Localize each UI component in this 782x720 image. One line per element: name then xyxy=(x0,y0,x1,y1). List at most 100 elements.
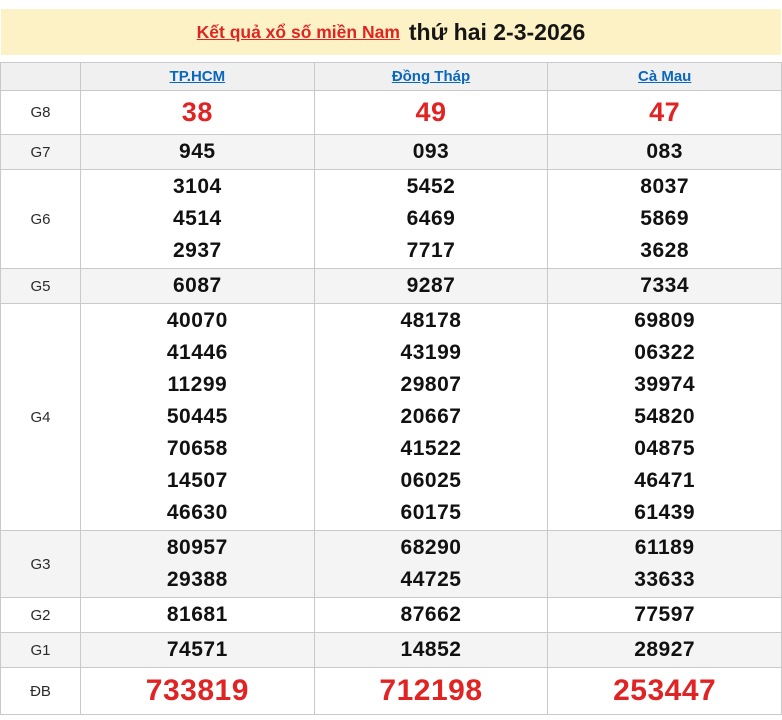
result-number: 48178 xyxy=(400,309,462,332)
prize-row-g6: G6 3104 4514 2937 5452 6469 7717 8037 5869 3628 xyxy=(0,169,782,269)
province-link-ca-mau[interactable]: Cà Mau xyxy=(637,68,692,85)
results-body: G8 38 49 47 G7 945 093 083 G6 3104 4514 2937 5452 646… xyxy=(0,90,782,715)
result-number: 28927 xyxy=(634,638,696,661)
prize-label-g5: G5 xyxy=(0,268,81,304)
result-number: 69809 xyxy=(634,309,696,332)
prize-label-g7: G7 xyxy=(0,134,81,170)
prize-row-db: ĐB 733819 712198 253447 xyxy=(0,667,782,715)
result-cell-db-ca-mau: 253447 xyxy=(547,667,782,715)
result-number: 8037 xyxy=(640,175,690,198)
result-number: 2937 xyxy=(172,239,222,262)
result-number: 9287 xyxy=(406,274,456,297)
result-number: 5452 xyxy=(406,175,456,198)
result-number: 80957 xyxy=(166,536,228,559)
prize-label-g4: G4 xyxy=(0,303,81,531)
result-cell-g2-ca-mau: 77597 xyxy=(547,597,782,633)
result-number: 04875 xyxy=(634,437,696,460)
result-cell-g3-ca-mau: 61189 33633 xyxy=(547,530,782,598)
corner-cell xyxy=(0,62,81,91)
result-number: 81681 xyxy=(166,603,228,626)
result-number: 44725 xyxy=(400,568,462,591)
result-number: 14507 xyxy=(166,469,228,492)
result-number: 46471 xyxy=(634,469,696,492)
prize-label-db: ĐB xyxy=(0,667,81,715)
result-number: 33633 xyxy=(634,568,696,591)
result-cell-g8-tphcm: 38 xyxy=(80,90,315,135)
result-number: 38 xyxy=(181,97,213,127)
result-number: 3628 xyxy=(640,239,690,262)
result-number: 14852 xyxy=(400,638,462,661)
result-number: 70658 xyxy=(166,437,228,460)
result-number: 5869 xyxy=(640,207,690,230)
result-number: 712198 xyxy=(379,674,483,707)
draw-date-text: thứ hai 2-3-2026 xyxy=(408,18,586,45)
result-cell-g1-dong-thap: 14852 xyxy=(313,632,549,668)
result-cell-g4-ca-mau: 69809 06322 39974 54820 04875 46471 61439 xyxy=(547,303,782,531)
result-number: 11299 xyxy=(167,373,228,396)
result-number: 253447 xyxy=(613,674,717,707)
result-number: 50445 xyxy=(166,405,228,428)
column-header-dong-thap: Đồng Tháp xyxy=(313,62,549,91)
result-number: 87662 xyxy=(400,603,462,626)
result-number: 41522 xyxy=(400,437,462,460)
result-cell-g8-dong-thap: 49 xyxy=(313,90,549,135)
result-number: 093 xyxy=(412,140,450,163)
result-number: 06322 xyxy=(634,341,696,364)
result-number: 29388 xyxy=(166,568,228,591)
result-cell-g5-tphcm: 6087 xyxy=(80,268,315,304)
result-number: 29807 xyxy=(400,373,462,396)
prize-label-g6: G6 xyxy=(0,169,81,269)
result-number: 6469 xyxy=(406,207,456,230)
result-number: 47 xyxy=(649,97,681,127)
column-header-ca-mau: Cà Mau xyxy=(547,62,782,91)
prize-label-g8: G8 xyxy=(0,90,81,135)
result-number: 61439 xyxy=(634,501,696,524)
result-number: 083 xyxy=(646,140,683,163)
result-number: 49 xyxy=(415,97,447,127)
result-number: 40070 xyxy=(166,309,228,332)
result-cell-g6-ca-mau: 8037 5869 3628 xyxy=(547,169,782,269)
result-cell-g6-dong-thap: 5452 6469 7717 xyxy=(313,169,549,269)
result-number: 6087 xyxy=(172,274,222,297)
result-number: 43199 xyxy=(400,341,462,364)
result-number: 60175 xyxy=(400,501,462,524)
prize-label-g1: G1 xyxy=(0,632,81,668)
result-cell-g2-tphcm: 81681 xyxy=(80,597,315,633)
prize-row-g3: G3 80957 29388 68290 44725 61189 33633 xyxy=(0,530,782,598)
result-number: 20667 xyxy=(400,405,462,428)
result-number: 46630 xyxy=(166,501,228,524)
result-number: 7334 xyxy=(640,274,690,297)
lottery-results-table: TP.HCM Đồng Tháp Cà Mau G8 38 49 47 G7 945 093… xyxy=(0,62,782,715)
lottery-region-title-link[interactable]: Kết quả xổ số miền Nam xyxy=(196,21,400,42)
result-cell-g1-tphcm: 74571 xyxy=(80,632,315,668)
prize-row-g7: G7 945 093 083 xyxy=(0,134,782,170)
column-header-tphcm: TP.HCM xyxy=(80,62,315,91)
province-link-tphcm[interactable]: TP.HCM xyxy=(169,68,226,85)
result-number: 61189 xyxy=(634,536,695,559)
table-header-row: TP.HCM Đồng Tháp Cà Mau xyxy=(0,62,782,91)
prize-row-g1: G1 74571 14852 28927 xyxy=(0,632,782,668)
prize-row-g8: G8 38 49 47 xyxy=(0,90,782,135)
result-number: 77597 xyxy=(634,603,696,626)
result-cell-db-tphcm: 733819 xyxy=(80,667,315,715)
prize-row-g2: G2 81681 87662 77597 xyxy=(0,597,782,633)
province-link-dong-thap[interactable]: Đồng Tháp xyxy=(391,68,471,85)
result-cell-g6-tphcm: 3104 4514 2937 xyxy=(80,169,315,269)
prize-row-g5: G5 6087 9287 7334 xyxy=(0,268,782,304)
result-number: 54820 xyxy=(634,405,696,428)
result-cell-g1-ca-mau: 28927 xyxy=(547,632,782,668)
result-cell-g4-dong-thap: 48178 43199 29807 20667 41522 06025 60175 xyxy=(313,303,549,531)
result-number: 68290 xyxy=(400,536,462,559)
result-cell-g4-tphcm: 40070 41446 11299 50445 70658 14507 46630 xyxy=(80,303,315,531)
result-cell-g8-ca-mau: 47 xyxy=(547,90,782,135)
result-number: 41446 xyxy=(166,341,228,364)
result-number: 3104 xyxy=(172,175,222,198)
result-cell-g7-tphcm: 945 xyxy=(80,134,315,170)
page-title-banner: Kết quả xổ số miền Nam thứ hai 2-3-2026 xyxy=(1,9,781,55)
result-cell-g5-dong-thap: 9287 xyxy=(313,268,549,304)
result-number: 945 xyxy=(179,140,216,163)
result-number: 74571 xyxy=(166,638,228,661)
prize-label-g2: G2 xyxy=(0,597,81,633)
prize-row-g4: G4 40070 41446 11299 50445 70658 14507 46630 481… xyxy=(0,303,782,531)
result-number: 733819 xyxy=(145,674,249,707)
